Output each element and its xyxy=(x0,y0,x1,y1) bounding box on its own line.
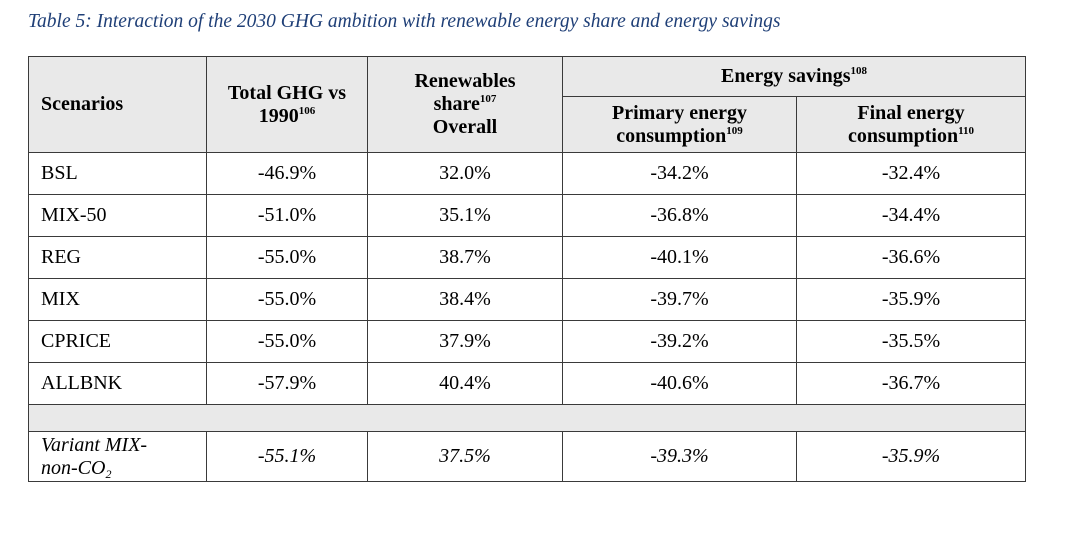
cell-final-energy: -36.7% xyxy=(796,362,1026,405)
cell-final-energy: -35.5% xyxy=(796,320,1026,363)
table-row: MIX -55.0% 38.4% -39.7% -35.9% xyxy=(28,278,1026,321)
table-row: CPRICE -55.0% 37.9% -39.2% -35.5% xyxy=(28,320,1026,363)
cell-renewables-share: 35.1% xyxy=(367,194,563,237)
header-primary-line2: consumption xyxy=(616,124,727,147)
cell-renewables-share: 38.7% xyxy=(367,236,563,279)
header-energy-savings-label: Energy savings xyxy=(721,65,851,87)
cell-renewables-share: 40.4% xyxy=(367,362,563,405)
cell-primary-energy: -40.1% xyxy=(562,236,797,279)
cell-scenario: MIX xyxy=(28,278,207,321)
header-energy-savings: Energy savings108 xyxy=(562,56,1026,97)
cell-renewables-share: 32.0% xyxy=(367,152,563,195)
table-header: Scenarios Total GHG vs 1990106 Renewable… xyxy=(28,56,1026,153)
variant-scenario-line2: non-CO xyxy=(41,456,106,479)
cell-final-energy: -36.6% xyxy=(796,236,1026,279)
table-row: BSL -46.9% 32.0% -34.2% -32.4% xyxy=(28,152,1026,195)
header-renewables-line3: Overall xyxy=(432,116,498,138)
cell-total-ghg: -55.0% xyxy=(206,236,368,279)
cell-variant-total-ghg: -55.1% xyxy=(206,431,368,482)
header-final-line2: consumption xyxy=(848,124,959,147)
variant-scenario-line1: Variant MIX- xyxy=(41,433,148,456)
cell-total-ghg: -51.0% xyxy=(206,194,368,237)
cell-renewables-share: 38.4% xyxy=(367,278,563,321)
header-final-line1: Final energy xyxy=(857,101,965,124)
footnote-106: 106 xyxy=(298,104,316,117)
header-primary-line1: Primary energy xyxy=(612,101,747,124)
footnote-107: 107 xyxy=(479,93,497,105)
spacer-row xyxy=(28,404,1026,432)
header-renewables-share: Renewables share107 Overall xyxy=(367,56,563,153)
table-row: ALLBNK -57.9% 40.4% -40.6% -36.7% xyxy=(28,362,1026,405)
cell-scenario: MIX-50 xyxy=(28,194,207,237)
cell-scenario: CPRICE xyxy=(28,320,207,363)
cell-final-energy: -32.4% xyxy=(796,152,1026,195)
cell-total-ghg: -46.9% xyxy=(206,152,368,195)
footnote-109: 109 xyxy=(726,124,743,137)
header-final-energy: Final energy consumption110 xyxy=(796,96,1026,153)
header-primary-energy: Primary energy consumption109 xyxy=(562,96,797,153)
variant-scenario-subscript: 2 xyxy=(105,466,112,481)
cell-variant-final-energy: -35.9% xyxy=(796,431,1026,482)
cell-total-ghg: -55.0% xyxy=(206,278,368,321)
cell-primary-energy: -40.6% xyxy=(562,362,797,405)
cell-renewables-share: 37.9% xyxy=(367,320,563,363)
cell-final-energy: -35.9% xyxy=(796,278,1026,321)
header-total-ghg-line1: Total GHG vs xyxy=(227,81,347,104)
header-renewables-line2: share xyxy=(433,93,480,115)
cell-final-energy: -34.4% xyxy=(796,194,1026,237)
header-scenarios: Scenarios xyxy=(28,56,207,153)
header-total-ghg: Total GHG vs 1990106 xyxy=(206,56,368,153)
cell-scenario: ALLBNK xyxy=(28,362,207,405)
table-row: MIX-50 -51.0% 35.1% -36.8% -34.4% xyxy=(28,194,1026,237)
cell-total-ghg: -55.0% xyxy=(206,320,368,363)
cell-scenario: BSL xyxy=(28,152,207,195)
footnote-108: 108 xyxy=(850,65,867,77)
variant-row: Variant MIX- non-CO2 -55.1% 37.5% -39.3%… xyxy=(28,431,1026,482)
cell-total-ghg: -57.9% xyxy=(206,362,368,405)
table-caption: Table 5: Interaction of the 2030 GHG amb… xyxy=(28,11,781,32)
spacer-cell xyxy=(28,404,1026,432)
cell-primary-energy: -34.2% xyxy=(562,152,797,195)
cell-primary-energy: -36.8% xyxy=(562,194,797,237)
cell-primary-energy: -39.7% xyxy=(562,278,797,321)
cell-primary-energy: -39.2% xyxy=(562,320,797,363)
header-total-ghg-line2: 1990 xyxy=(258,104,299,127)
header-renewables-line1: Renewables xyxy=(414,70,516,92)
cell-scenario: REG xyxy=(28,236,207,279)
results-table: Scenarios Total GHG vs 1990106 Renewable… xyxy=(28,56,1026,482)
cell-variant-primary-energy: -39.3% xyxy=(562,431,797,482)
cell-variant-scenario: Variant MIX- non-CO2 xyxy=(28,431,207,482)
footnote-110: 110 xyxy=(958,124,974,137)
cell-variant-renewables-share: 37.5% xyxy=(367,431,563,482)
table-body: BSL -46.9% 32.0% -34.2% -32.4% MIX-50 -5… xyxy=(28,152,1026,482)
table-row: REG -55.0% 38.7% -40.1% -36.6% xyxy=(28,236,1026,279)
